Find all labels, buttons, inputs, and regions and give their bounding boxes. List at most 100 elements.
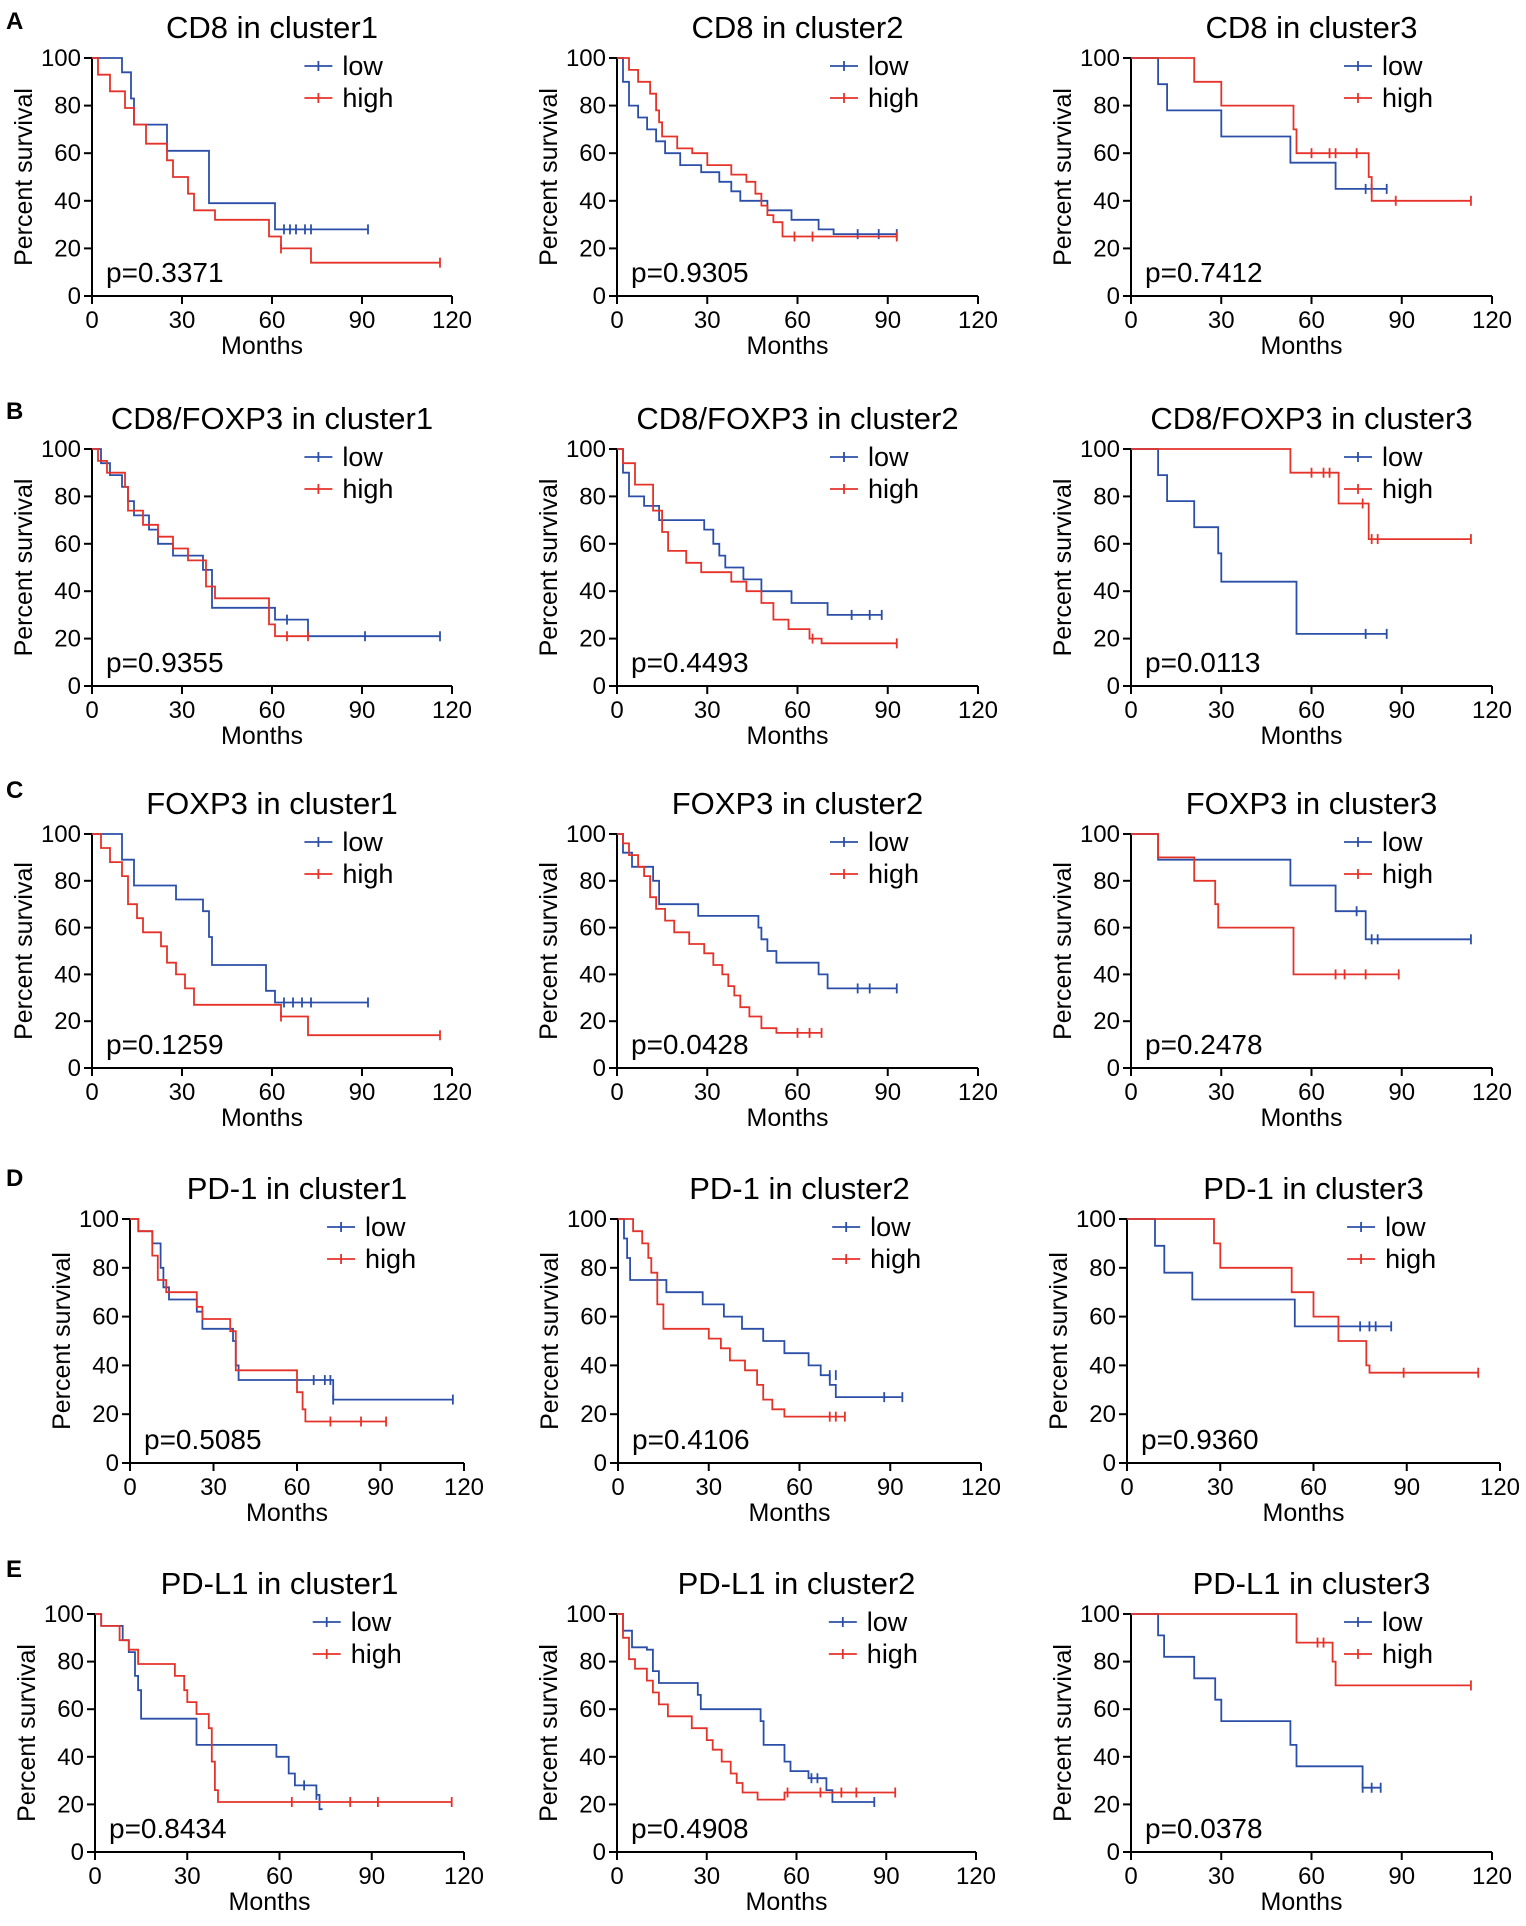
x-tick-label: 90 [349, 1079, 376, 1106]
panel-label-d: D [6, 1165, 24, 1192]
y-tick-label: 20 [579, 235, 606, 262]
x-tick-label: 60 [259, 697, 286, 724]
y-tick-label: 40 [579, 188, 606, 215]
chart-title: PD-L1 in cluster1 [161, 1566, 399, 1601]
x-tick-label: 60 [784, 307, 811, 334]
p-value: p=0.9305 [631, 257, 749, 288]
y-tick-label: 20 [54, 626, 81, 653]
p-value: p=0.8434 [109, 1813, 227, 1844]
x-axis-label: Months [229, 1888, 311, 1916]
y-tick-label: 60 [580, 1304, 607, 1331]
y-tick-label: 60 [57, 1696, 84, 1723]
x-tick-label: 60 [783, 1863, 810, 1890]
y-tick-label: 0 [1107, 1055, 1120, 1082]
y-axis-label: Percent survival [535, 479, 563, 657]
y-tick-label: 20 [579, 1791, 606, 1818]
x-axis-label: Months [1263, 1499, 1345, 1527]
x-tick-label: 60 [266, 1863, 293, 1890]
y-tick-label: 40 [1093, 1744, 1120, 1771]
y-axis-label: Percent survival [13, 1644, 41, 1822]
x-tick-label: 0 [610, 307, 623, 334]
chart-title: FOXP3 in cluster1 [146, 786, 398, 821]
x-tick-label: 90 [1388, 1863, 1415, 1890]
x-tick-label: 90 [1388, 697, 1415, 724]
y-tick-label: 80 [1089, 1255, 1116, 1282]
chart-title: PD-L1 in cluster3 [1193, 1566, 1431, 1601]
y-tick-label: 20 [54, 235, 81, 262]
x-tick-label: 120 [961, 1474, 1001, 1501]
survival-curve-high [617, 833, 822, 1034]
y-tick-label: 20 [57, 1791, 84, 1818]
x-tick-label: 0 [1124, 697, 1137, 724]
y-tick-label: 80 [580, 1255, 607, 1282]
y-tick-label: 60 [1093, 1696, 1120, 1723]
x-tick-label: 90 [874, 697, 901, 724]
x-tick-label: 60 [786, 1474, 813, 1501]
chart-title: CD8/FOXP3 in cluster1 [111, 401, 433, 436]
x-tick-label: 0 [1124, 1079, 1137, 1106]
y-tick-label: 0 [1107, 1839, 1120, 1866]
y-tick-label: 60 [1089, 1304, 1116, 1331]
chart-panel-9: FOXP3 in cluster3 0 20 40 60 80 100 0 30 60 90 120 M… [1049, 786, 1512, 1132]
x-tick-label: 90 [877, 1474, 904, 1501]
y-axis-label: Percent survival [10, 88, 38, 266]
chart-panel-11: PD-1 in cluster2 0 20 40 60 80 100 0 30 60 90 120 Mo… [536, 1171, 1001, 1527]
chart-panel-15: PD-L1 in cluster3 0 20 40 60 80 100 0 30 60 90 120 M… [1049, 1566, 1512, 1916]
y-tick-label: 40 [579, 1744, 606, 1771]
survival-curve-low [1131, 1613, 1381, 1789]
x-tick-label: 60 [1298, 1863, 1325, 1890]
legend-label-high: high [1382, 859, 1433, 889]
y-axis-label: Percent survival [1049, 88, 1077, 266]
survival-curve-high [1131, 1613, 1471, 1687]
x-tick-label: 0 [85, 697, 98, 724]
legend-label-high: high [351, 1639, 402, 1669]
x-tick-label: 120 [432, 1079, 472, 1106]
y-tick-label: 20 [579, 626, 606, 653]
y-tick-label: 20 [1093, 235, 1120, 262]
legend-label-low: low [868, 442, 909, 472]
y-tick-label: 0 [593, 1839, 606, 1866]
x-tick-label: 0 [88, 1863, 101, 1890]
legend-label-low: low [1382, 827, 1423, 857]
legend-label-high: high [342, 83, 393, 113]
survival-curve-low [617, 1613, 875, 1803]
survival-curve-high [1131, 57, 1471, 202]
chart-title: CD8/FOXP3 in cluster3 [1150, 401, 1472, 436]
legend-label-low: low [351, 1607, 392, 1637]
legend-label-low: low [868, 51, 909, 81]
y-tick-label: 40 [54, 578, 81, 605]
survival-curve-low [617, 57, 897, 235]
survival-curve-low [617, 833, 897, 990]
y-axis-label: Percent survival [536, 1252, 564, 1430]
y-axis-label: Percent survival [10, 479, 38, 657]
x-tick-label: 90 [349, 697, 376, 724]
chart-panel-14: PD-L1 in cluster2 0 20 40 60 80 100 0 30 60 90 120 M… [535, 1566, 996, 1916]
y-tick-label: 80 [579, 868, 606, 895]
x-tick-label: 30 [200, 1474, 227, 1501]
y-tick-label: 20 [1093, 626, 1120, 653]
legend-label-high: high [870, 1244, 921, 1274]
y-tick-label: 100 [44, 1601, 84, 1628]
p-value: p=0.4908 [631, 1813, 749, 1844]
survival-curve-high [92, 57, 440, 264]
x-tick-label: 0 [85, 1079, 98, 1106]
p-value: p=0.4106 [632, 1424, 750, 1455]
survival-curve-high [617, 448, 897, 645]
survival-curve-low [92, 833, 368, 1004]
p-value: p=0.0428 [631, 1029, 749, 1060]
chart-title: PD-1 in cluster2 [689, 1171, 910, 1206]
panel-label-e: E [6, 1556, 23, 1583]
x-tick-label: 120 [432, 307, 472, 334]
panel-label-b: B [6, 398, 24, 425]
x-tick-label: 30 [1208, 307, 1235, 334]
x-tick-label: 120 [958, 697, 998, 724]
x-axis-label: Months [246, 1499, 328, 1527]
survival-curve-high [95, 1613, 452, 1803]
x-tick-label: 120 [958, 1079, 998, 1106]
chart-panel-12: PD-1 in cluster3 0 20 40 60 80 100 0 30 60 90 120 Mo… [1045, 1171, 1520, 1527]
x-tick-label: 0 [85, 307, 98, 334]
y-axis-label: Percent survival [535, 88, 563, 266]
y-tick-label: 0 [593, 673, 606, 700]
y-tick-label: 80 [579, 1649, 606, 1676]
legend-label-high: high [1385, 1244, 1436, 1274]
